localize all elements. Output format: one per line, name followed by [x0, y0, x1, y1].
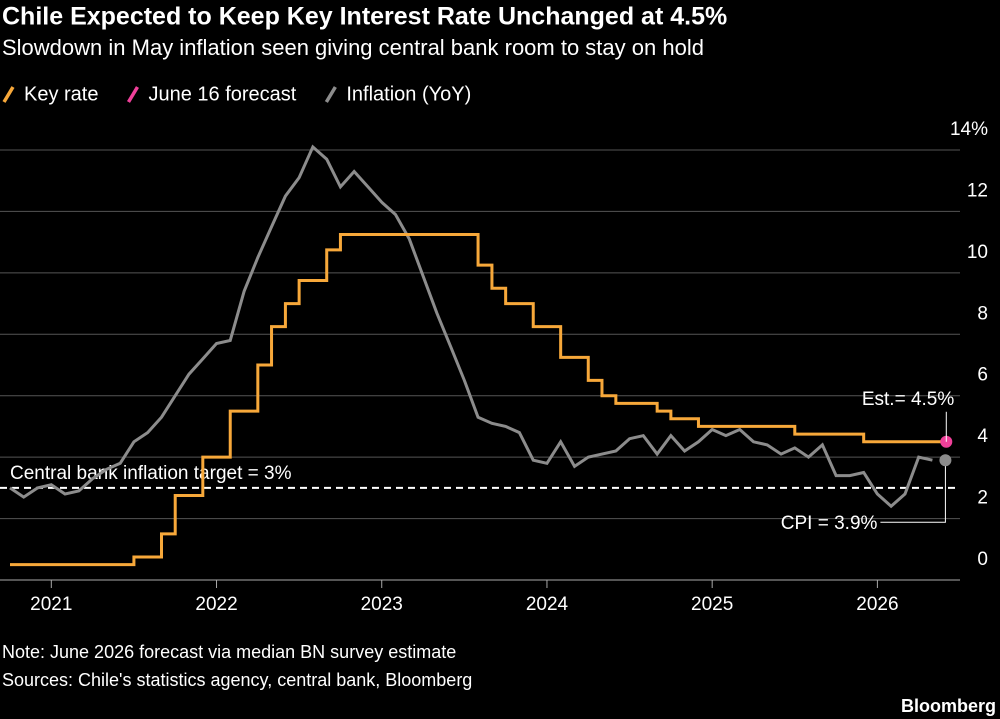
- legend-swatch: [126, 86, 139, 103]
- legend-swatch: [324, 86, 337, 103]
- x-tick-label: 2024: [526, 594, 569, 615]
- legend-swatch: [2, 86, 15, 103]
- annotation: Est.= 4.5%: [862, 389, 955, 410]
- y-tick-label: 14%: [950, 119, 988, 140]
- annotation-point: [939, 454, 952, 467]
- brand: Bloomberg: [901, 696, 996, 716]
- y-tick-label: 12: [967, 180, 988, 201]
- series-line: [9, 144, 933, 509]
- series-line: [10, 232, 947, 567]
- legend: Key rate June 16 forecast Inflation (YoY): [24, 83, 471, 105]
- y-tick-label: 2: [977, 488, 988, 509]
- y-tick-label: 10: [967, 242, 988, 263]
- y-tick-label: 0: [977, 549, 988, 570]
- x-tick-label: 2021: [30, 594, 72, 615]
- y-tick-label: 8: [977, 303, 988, 324]
- target-label: Central bank inflation target = 3%: [10, 463, 292, 484]
- legend-label: Inflation (YoY): [346, 83, 471, 105]
- annotation: CPI = 3.9%: [781, 513, 878, 534]
- x-tick-label: 2026: [856, 594, 898, 615]
- x-tick-label: 2025: [691, 594, 733, 615]
- source: Sources: Chile's statistics agency, cent…: [2, 670, 472, 690]
- legend-label: June 16 forecast: [148, 83, 296, 105]
- annotation-leader: [880, 460, 946, 523]
- y-tick-label: 4: [977, 426, 988, 447]
- chart-title: Chile Expected to Keep Key Interest Rate…: [2, 3, 727, 31]
- x-tick-label: 2023: [361, 594, 403, 615]
- legend-label: Key rate: [24, 83, 98, 105]
- chart-subtitle: Slowdown in May inflation seen giving ce…: [2, 35, 704, 60]
- note: Note: June 2026 forecast via median BN s…: [2, 642, 456, 662]
- x-tick-label: 2022: [195, 594, 237, 615]
- y-tick-label: 6: [977, 365, 988, 386]
